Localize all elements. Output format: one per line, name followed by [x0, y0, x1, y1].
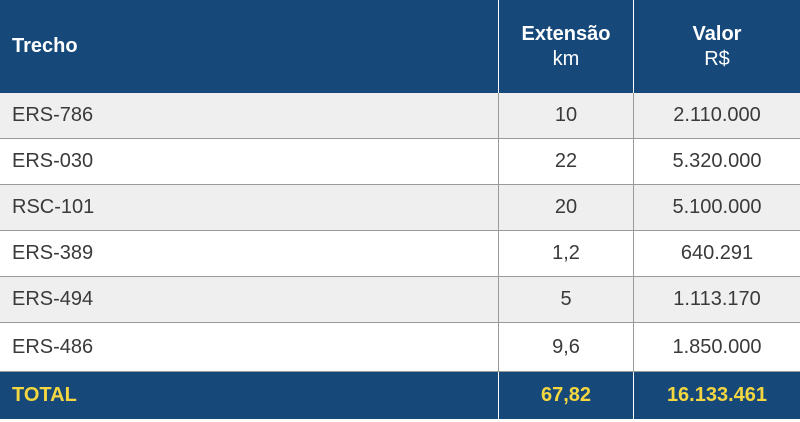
total-extensao: 67,82 — [498, 372, 633, 419]
cell-extensao: 9,6 — [498, 323, 633, 371]
table-header: Trecho Extensão km Valor R$ — [0, 0, 800, 93]
table-total-row: TOTAL 67,82 16.133.461 — [0, 372, 800, 419]
header-trecho: Trecho — [12, 35, 78, 57]
cell-trecho: ERS-494 — [12, 288, 94, 310]
cell-extensao: 22 — [498, 139, 633, 184]
cell-extensao: 1,2 — [498, 231, 633, 276]
cell-trecho: ERS-786 — [12, 104, 94, 126]
cell-valor: 5.100.000 — [633, 185, 800, 230]
cell-trecho: ERS-486 — [12, 335, 94, 358]
cell-valor: 2.110.000 — [633, 93, 800, 138]
header-extensao-label: Extensão — [521, 22, 611, 45]
cell-trecho: ERS-389 — [12, 242, 94, 264]
total-label: TOTAL — [12, 384, 77, 406]
header-valor-unit: R$ — [704, 47, 730, 70]
cell-extensao: 10 — [498, 93, 633, 138]
header-valor-label: Valor — [692, 22, 742, 45]
cell-trecho: RSC-101 — [12, 196, 95, 218]
table-row: ERS-486 9,6 1.850.000 — [0, 323, 800, 372]
cell-valor: 1.113.170 — [633, 277, 800, 322]
cell-extensao: 20 — [498, 185, 633, 230]
table-row: ERS-389 1,2 640.291 — [0, 231, 800, 277]
table-row: ERS-786 10 2.110.000 — [0, 93, 800, 139]
cell-trecho: ERS-030 — [12, 150, 94, 172]
header-valor: Valor R$ — [633, 0, 800, 93]
total-valor: 16.133.461 — [633, 372, 800, 419]
cell-extensao: 5 — [498, 277, 633, 322]
cell-valor: 1.850.000 — [633, 323, 800, 371]
cell-valor: 5.320.000 — [633, 139, 800, 184]
cell-valor: 640.291 — [633, 231, 800, 276]
table-row: ERS-494 5 1.113.170 — [0, 277, 800, 323]
table-row: ERS-030 22 5.320.000 — [0, 139, 800, 185]
table-row: RSC-101 20 5.100.000 — [0, 185, 800, 231]
header-extensao-unit: km — [552, 47, 580, 70]
header-extensao: Extensão km — [498, 0, 633, 93]
